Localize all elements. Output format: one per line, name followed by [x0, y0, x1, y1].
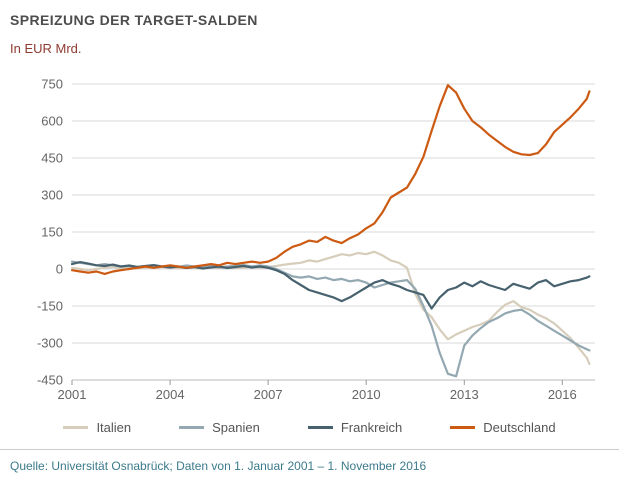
x-axis-tick-label: 2007: [254, 387, 283, 402]
divider: [0, 449, 619, 450]
legend-label: Spanien: [212, 420, 260, 435]
y-axis-tick-label: 300: [41, 188, 63, 203]
y-axis-tick-label: -150: [37, 299, 63, 314]
legend-item-frankreich[interactable]: Frankreich: [307, 420, 403, 435]
legend-item-deutschland[interactable]: Deutschland: [450, 420, 556, 435]
series-line-spanien: [70, 260, 591, 378]
legend-swatch-italien: [63, 426, 89, 429]
chart-legend: Italien Spanien Frankreich Deutschland: [10, 420, 609, 435]
legend-swatch-spanien: [179, 426, 205, 429]
y-axis-tick-label: 600: [41, 114, 63, 129]
y-axis-tick-label: 0: [56, 262, 63, 277]
y-axis-tick-label: -450: [37, 373, 63, 388]
legend-label: Italien: [96, 420, 132, 435]
y-axis-tick-label: -300: [37, 336, 63, 351]
legend-label: Frankreich: [340, 420, 403, 435]
legend-swatch-frankreich: [307, 426, 333, 429]
legend-label: Deutschland: [483, 420, 556, 435]
chart-subtitle: In EUR Mrd.: [10, 41, 82, 56]
y-axis-tick-label: 150: [41, 225, 63, 240]
y-axis-tick-label: 750: [41, 77, 63, 92]
x-axis-tick-label: 2010: [352, 387, 381, 402]
target-balances-line-chart: -450 -300 -150 0 150 300 450 600 750 2001 2004 2007…: [37, 77, 595, 402]
legend-item-spanien[interactable]: Spanien: [179, 420, 260, 435]
legend-item-italien[interactable]: Italien: [63, 420, 131, 435]
series-line-deutschland: [70, 84, 591, 275]
x-axis-tick-label: 2004: [156, 387, 185, 402]
source-note: Quelle: Universität Osnabrück; Daten von…: [10, 459, 427, 473]
x-axis-tick-label: 2013: [450, 387, 479, 402]
legend-swatch-deutschland: [450, 426, 476, 429]
x-axis-tick-label: 2001: [58, 387, 87, 402]
chart-area: -450 -300 -150 0 150 300 450 600 750 2001 2004 2007…: [10, 70, 609, 412]
x-axis-tick-label: 2016: [548, 387, 577, 402]
page-title: SPREIZUNG DER TARGET-SALDEN: [10, 12, 258, 28]
y-axis-tick-label: 450: [41, 151, 63, 166]
